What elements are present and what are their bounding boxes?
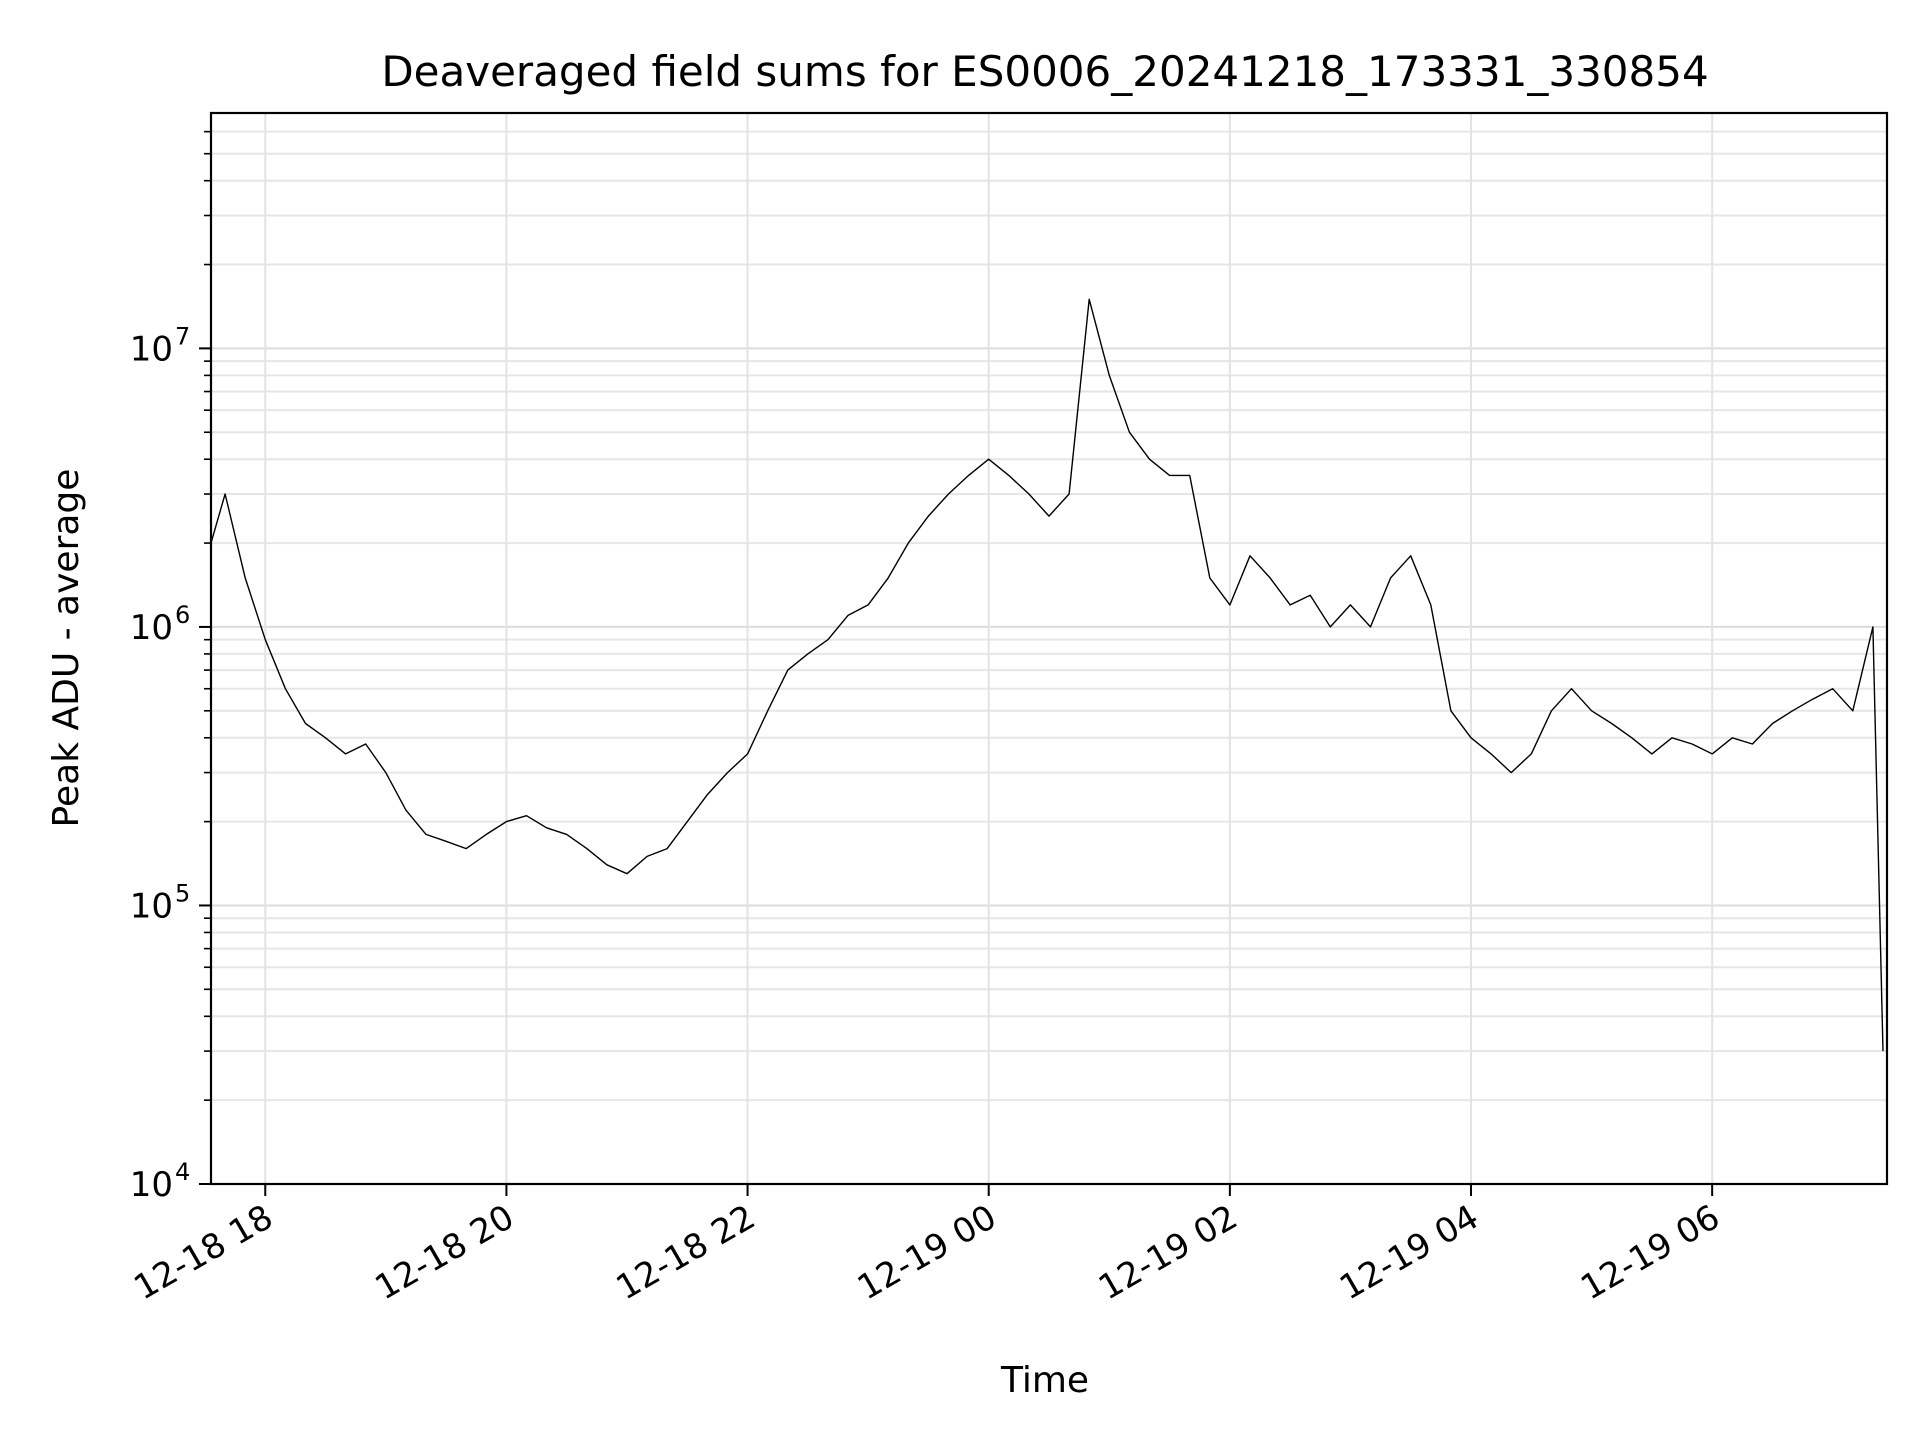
chart-title: Deaveraged field sums for ES0006_2024121… bbox=[381, 47, 1708, 96]
minor-gridlines bbox=[211, 130, 1887, 1102]
x-axis-label: Time bbox=[1000, 1360, 1089, 1401]
series-line bbox=[210, 298, 1884, 1052]
y-axis-label: Peak ADU - average bbox=[46, 469, 87, 828]
series-line-group bbox=[210, 298, 1884, 1052]
plot-area-frame bbox=[209, 111, 1889, 1186]
y-tick-label: 10 bbox=[130, 608, 173, 648]
y-tick-label: 10 bbox=[130, 329, 173, 369]
y-tick-exponent: 4 bbox=[175, 1158, 190, 1186]
y-tick-exponent: 5 bbox=[175, 879, 190, 907]
y-tick-label: 10 bbox=[130, 886, 173, 926]
y-tick-exponent: 7 bbox=[175, 322, 190, 350]
y-tick-label: 10 bbox=[130, 1165, 173, 1205]
y-tick-exponent: 6 bbox=[175, 601, 190, 629]
